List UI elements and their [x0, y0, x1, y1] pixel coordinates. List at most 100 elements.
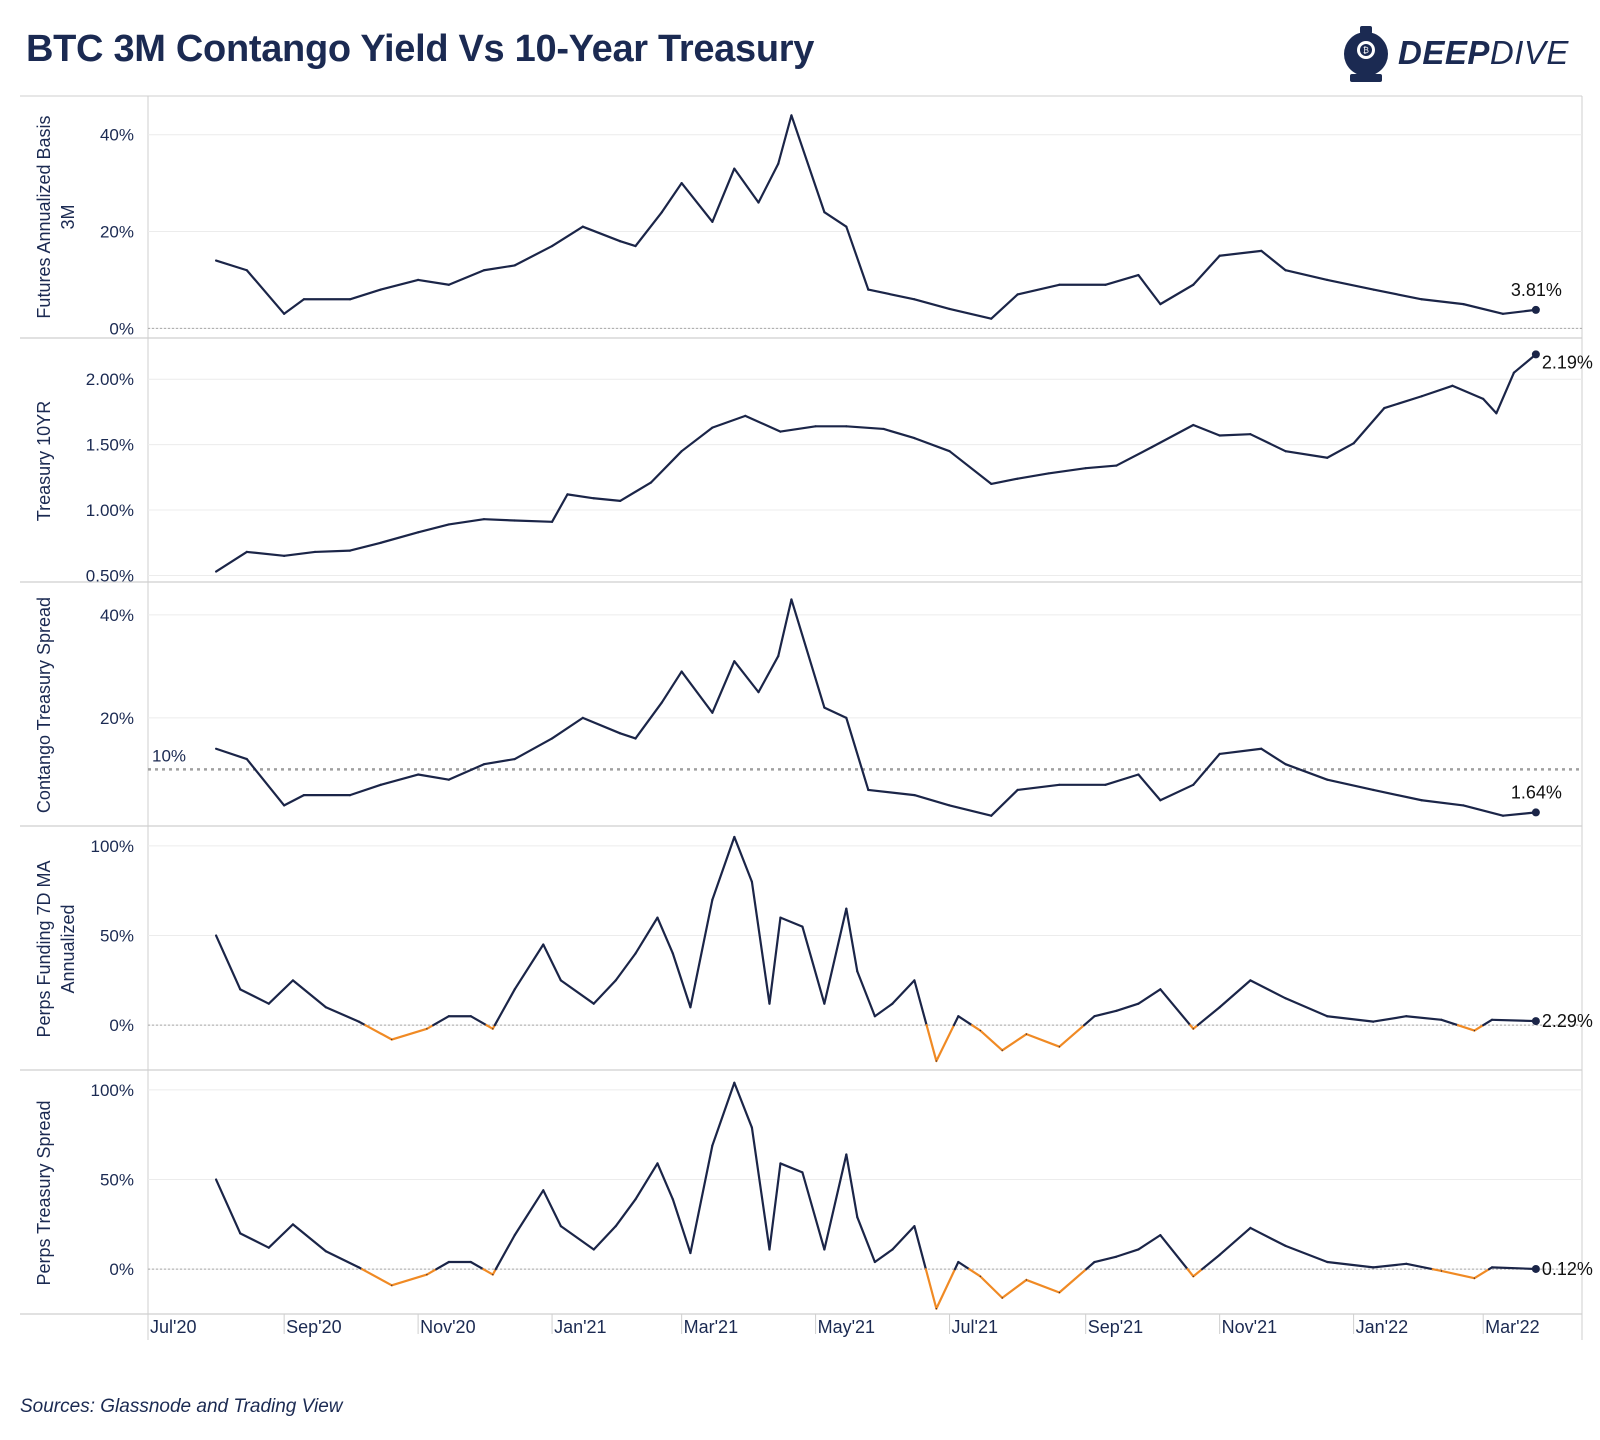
- data-point: [483, 269, 485, 271]
- data-point: [1017, 789, 1019, 791]
- series-segment: [364, 1024, 393, 1041]
- series-segment: [559, 1225, 595, 1251]
- data-point: [215, 1178, 217, 1181]
- series-segment: [1159, 1234, 1189, 1271]
- data-point: [891, 1248, 894, 1251]
- x-tick-label: Mar'21: [684, 1317, 738, 1337]
- data-point: [990, 815, 992, 817]
- series-segment: [447, 269, 486, 286]
- series-segment: [1372, 1015, 1408, 1023]
- diving-helmet-icon: ₿: [1344, 26, 1388, 82]
- data-point: [979, 1275, 981, 1277]
- data-point: [957, 1261, 959, 1263]
- series-segment: [1420, 799, 1465, 807]
- data-point: [777, 163, 779, 165]
- series-segment: [968, 1268, 982, 1278]
- end-point-marker: [1531, 350, 1540, 359]
- data-point: [1284, 1245, 1287, 1247]
- data-point: [1001, 1297, 1003, 1299]
- series-segment: [619, 240, 637, 248]
- series-segment: [513, 737, 554, 761]
- y-axis-label: Annualized: [58, 904, 78, 993]
- data-point: [733, 1082, 735, 1084]
- series-segment: [1249, 979, 1287, 1000]
- data-point: [845, 908, 847, 910]
- series-segment: [979, 1275, 1004, 1299]
- y-axis-label: Perps Funding 7D MA: [34, 860, 54, 1037]
- series-segment: [671, 952, 692, 1009]
- data-point: [1192, 424, 1194, 426]
- series-segment: [882, 427, 916, 440]
- data-point: [292, 1223, 294, 1225]
- series-segment: [291, 979, 327, 1009]
- series-segment: [777, 598, 793, 658]
- data-point: [823, 706, 825, 709]
- series-segment: [1218, 1226, 1252, 1256]
- series-segment: [1451, 384, 1485, 400]
- brand-logo: ₿ DEEPDIVE: [1340, 20, 1580, 90]
- data-point: [823, 1003, 825, 1005]
- series-segment: [566, 493, 595, 500]
- data-point: [551, 737, 553, 740]
- data-point: [246, 551, 248, 553]
- series-segment: [1084, 464, 1118, 470]
- data-point: [1137, 274, 1140, 276]
- series-segment: [348, 288, 382, 301]
- data-point: [1405, 1015, 1407, 1017]
- series-segment: [513, 943, 545, 991]
- data-point: [634, 737, 637, 740]
- data-point: [856, 1216, 858, 1218]
- data-point: [492, 1273, 494, 1276]
- data-point: [1372, 289, 1374, 291]
- data-point: [246, 269, 248, 271]
- data-point: [582, 226, 584, 228]
- series-segment: [1186, 1268, 1195, 1278]
- y-tick-label: 2.00%: [86, 370, 134, 389]
- data-point: [470, 1261, 472, 1263]
- data-point: [1372, 1021, 1374, 1023]
- data-point: [1219, 1006, 1221, 1008]
- series-segment: [1405, 1015, 1443, 1021]
- series-segment: [711, 167, 736, 223]
- end-value-label: 2.29%: [1542, 1011, 1593, 1031]
- series-segment: [550, 225, 584, 248]
- data-point: [948, 450, 951, 452]
- data-point: [268, 1003, 270, 1005]
- data-point: [867, 289, 869, 291]
- end-point-marker: [1531, 1264, 1540, 1273]
- data-point: [391, 1038, 393, 1041]
- series-segment: [550, 716, 584, 740]
- data-point: [689, 1006, 692, 1008]
- series-segment: [867, 788, 916, 797]
- series-segment: [357, 1020, 367, 1027]
- series-segment: [348, 783, 382, 797]
- series-segment: [925, 1024, 938, 1063]
- data-point: [560, 979, 562, 981]
- series-segment: [447, 763, 486, 781]
- data-point: [619, 500, 621, 502]
- data-point: [1440, 1270, 1443, 1272]
- y-axis-label: Treasury 10YR: [34, 401, 54, 521]
- series-segment: [1420, 384, 1454, 398]
- series-segment: [1200, 1253, 1221, 1271]
- series-segment: [1482, 397, 1498, 415]
- series-segment: [1512, 353, 1537, 374]
- series-segment: [1137, 273, 1162, 306]
- data-point: [1260, 748, 1262, 750]
- y-tick-label: 0%: [109, 1260, 134, 1279]
- series-segment: [283, 550, 316, 557]
- data-point: [744, 415, 746, 417]
- series-segment: [1420, 298, 1465, 306]
- data-point: [656, 1162, 659, 1165]
- series-segment: [425, 1024, 435, 1030]
- series-segment: [733, 167, 760, 204]
- data-point: [1192, 1028, 1194, 1030]
- series-segment: [990, 477, 1019, 485]
- data-point: [1093, 1015, 1096, 1017]
- end-value-label: 3.81%: [1511, 280, 1562, 300]
- series-segment: [614, 952, 637, 982]
- series-segment: [1137, 773, 1162, 802]
- data-point: [1502, 815, 1504, 817]
- data-point: [325, 1006, 327, 1008]
- data-point: [492, 1028, 494, 1030]
